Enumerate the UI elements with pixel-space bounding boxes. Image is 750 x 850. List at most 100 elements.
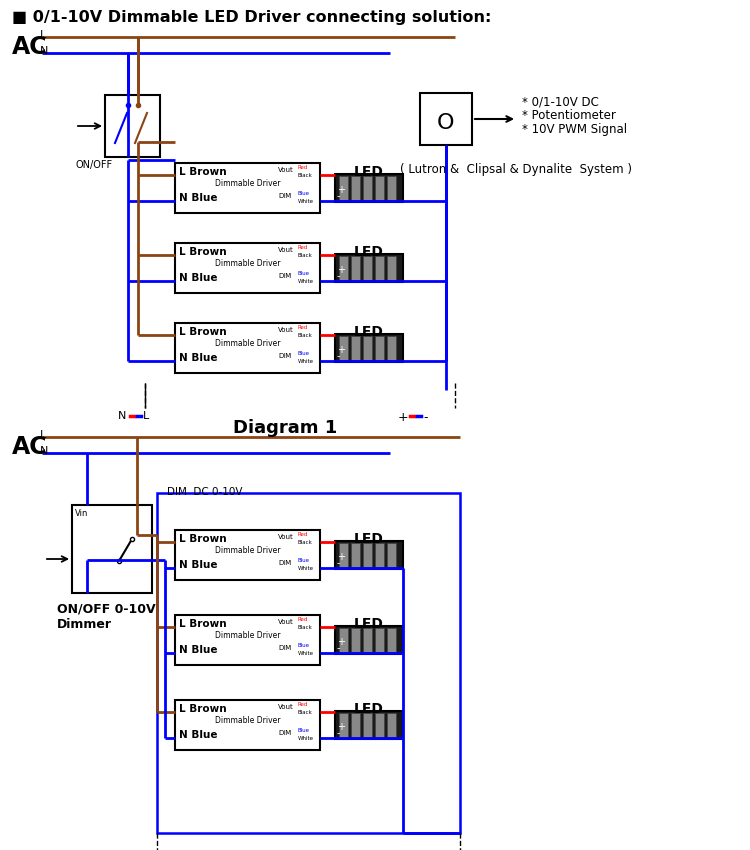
- Text: +: +: [398, 411, 409, 424]
- Bar: [375, 713, 384, 737]
- Text: AC: AC: [12, 35, 47, 59]
- Text: L Brown: L Brown: [179, 534, 226, 544]
- Bar: [351, 713, 360, 737]
- Text: Dimmable Driver: Dimmable Driver: [214, 716, 280, 725]
- Text: * Potentiometer: * Potentiometer: [522, 109, 616, 122]
- Text: Red: Red: [298, 165, 308, 170]
- Bar: [157, 493, 460, 833]
- Bar: [339, 336, 348, 360]
- Text: White: White: [298, 566, 314, 571]
- Bar: [375, 256, 384, 280]
- Text: LED: LED: [354, 617, 384, 631]
- Text: Vout: Vout: [278, 704, 294, 710]
- Text: Dimmable Driver: Dimmable Driver: [214, 339, 280, 348]
- Text: Dimmable Driver: Dimmable Driver: [214, 179, 280, 188]
- Text: White: White: [298, 736, 314, 741]
- Bar: [175, 163, 320, 213]
- Bar: [387, 543, 396, 567]
- Bar: [175, 530, 320, 580]
- Text: Vout: Vout: [278, 327, 294, 333]
- Text: LED: LED: [354, 532, 384, 546]
- Bar: [339, 713, 348, 737]
- Text: L Brown: L Brown: [179, 619, 226, 629]
- Text: N Blue: N Blue: [179, 645, 218, 655]
- Text: Diagram 1: Diagram 1: [232, 419, 338, 437]
- Bar: [351, 176, 360, 200]
- Text: DIM: DIM: [278, 353, 291, 359]
- Text: DIM: DIM: [278, 193, 291, 199]
- Bar: [420, 93, 472, 145]
- Bar: [175, 243, 320, 293]
- Text: Vout: Vout: [278, 167, 294, 173]
- Bar: [72, 505, 152, 593]
- Bar: [351, 336, 360, 360]
- Text: LED: LED: [354, 702, 384, 716]
- Bar: [387, 256, 396, 280]
- Text: LED: LED: [354, 165, 384, 179]
- Text: Red: Red: [298, 617, 308, 622]
- Text: Black: Black: [298, 625, 313, 630]
- Text: DIM: DIM: [278, 730, 291, 736]
- Text: -: -: [423, 411, 427, 424]
- Text: N Blue: N Blue: [179, 730, 218, 740]
- Bar: [387, 628, 396, 652]
- Bar: [335, 334, 403, 362]
- Bar: [335, 711, 403, 739]
- Bar: [387, 176, 396, 200]
- Text: White: White: [298, 359, 314, 364]
- Text: Dimmable Driver: Dimmable Driver: [214, 546, 280, 555]
- Text: Blue: Blue: [298, 728, 310, 733]
- Bar: [387, 336, 396, 360]
- Text: DIM: DIM: [278, 645, 291, 651]
- Bar: [339, 543, 348, 567]
- Bar: [387, 713, 396, 737]
- Bar: [363, 713, 372, 737]
- Text: L Brown: L Brown: [179, 704, 226, 714]
- Text: -: -: [337, 351, 340, 361]
- Text: N: N: [118, 411, 126, 421]
- Text: L: L: [40, 430, 46, 440]
- Text: L Brown: L Brown: [179, 247, 226, 257]
- Bar: [363, 256, 372, 280]
- Text: N: N: [40, 446, 48, 456]
- Text: * 10V PWM Signal: * 10V PWM Signal: [522, 123, 627, 136]
- Bar: [175, 323, 320, 373]
- Text: LED: LED: [354, 325, 384, 339]
- Text: +: +: [337, 265, 345, 275]
- Bar: [339, 256, 348, 280]
- Text: +: +: [337, 345, 345, 355]
- Text: Blue: Blue: [298, 351, 310, 356]
- Text: ON/OFF: ON/OFF: [75, 160, 112, 170]
- Text: N Blue: N Blue: [179, 560, 218, 570]
- Bar: [363, 336, 372, 360]
- Text: White: White: [298, 651, 314, 656]
- Text: Red: Red: [298, 702, 308, 707]
- Text: Vout: Vout: [278, 247, 294, 253]
- Text: Blue: Blue: [298, 643, 310, 648]
- Text: White: White: [298, 279, 314, 284]
- Text: Black: Black: [298, 540, 313, 545]
- Bar: [363, 628, 372, 652]
- Text: Dimmable Driver: Dimmable Driver: [214, 631, 280, 640]
- Text: N Blue: N Blue: [179, 353, 218, 363]
- Bar: [363, 543, 372, 567]
- Text: Black: Black: [298, 333, 313, 338]
- Text: -: -: [337, 271, 340, 281]
- Text: DIM: DIM: [278, 273, 291, 279]
- Bar: [375, 628, 384, 652]
- Text: L Brown: L Brown: [179, 167, 226, 177]
- Bar: [335, 174, 403, 202]
- Text: Red: Red: [298, 325, 308, 330]
- Bar: [375, 176, 384, 200]
- Text: N Blue: N Blue: [179, 193, 218, 203]
- Text: DIM: DIM: [278, 560, 291, 566]
- Text: * 0/1-10V DC: * 0/1-10V DC: [522, 95, 599, 108]
- Text: -: -: [337, 558, 340, 568]
- Text: +: +: [337, 722, 345, 732]
- Text: Blue: Blue: [298, 271, 310, 276]
- Bar: [375, 543, 384, 567]
- Text: Black: Black: [298, 173, 313, 178]
- Text: +: +: [337, 637, 345, 647]
- Text: Vin: Vin: [75, 509, 88, 518]
- Text: Red: Red: [298, 245, 308, 250]
